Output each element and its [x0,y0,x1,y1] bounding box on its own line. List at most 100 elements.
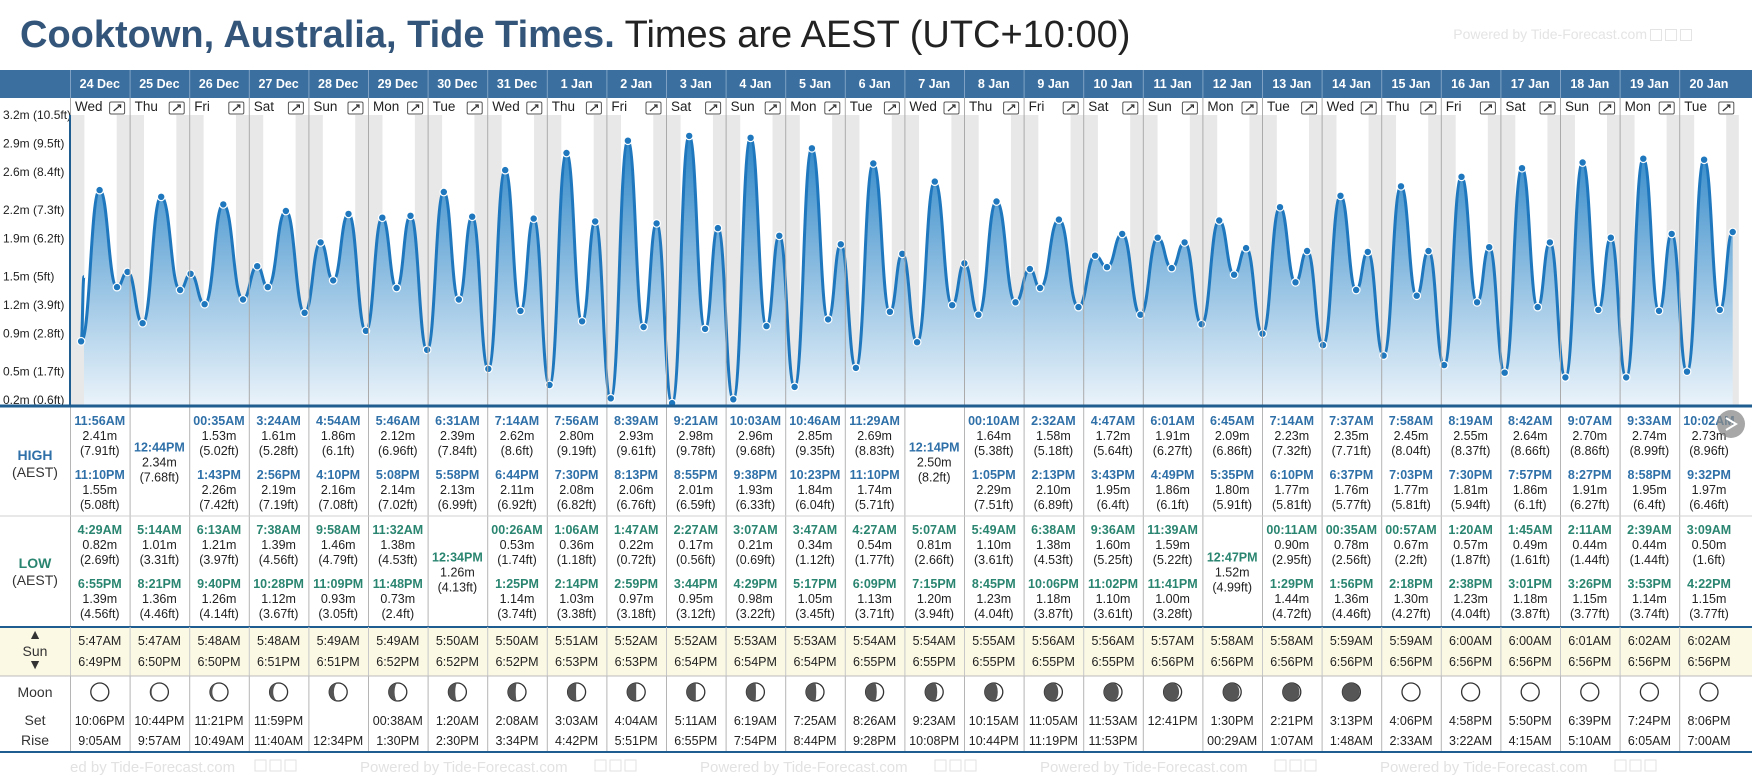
high-tide-height-ft: (5.18ft) [1034,444,1074,458]
expand-icon [1007,104,1016,112]
low-tide-time: 2:14PM [555,577,599,591]
sunset-time: 6:54PM [734,655,777,669]
night-band [1679,115,1695,405]
high-tide-point [623,136,633,146]
low-tide-height: 1.18m [1036,592,1071,606]
low-tide-time: 6:09PM [853,577,897,591]
moon-rise-time: 12:34PM [313,734,363,748]
low-tide-height: 0.97m [619,592,654,606]
weekday-label: Sat [254,99,275,114]
moon-phase-icon [1639,682,1660,702]
high-tide-height: 2.09m [1215,429,1250,443]
high-tide-point [590,217,600,226]
weekday-label: Thu [552,99,575,114]
high-tide-height: 2.11m [500,483,534,497]
high-tide-point [1117,229,1127,239]
high-tide-height: 1.64m [976,429,1011,443]
low-tide-height: 0.44m [1572,538,1607,552]
high-tide-height: 2.08m [559,483,594,497]
low-tide-time: 12:34PM [432,551,483,565]
high-tide-time: 6:37PM [1330,468,1374,482]
low-tide-point [606,393,616,403]
high-tide-point [1699,155,1709,165]
high-tide-time: 9:21AM [674,414,718,428]
scroll-handle-icon [1717,410,1745,438]
y-tick-label: 0.5m (1.7ft) [3,365,64,379]
high-tide-height: 2.70m [1572,429,1607,443]
high-tide-point [1363,247,1373,257]
powered-by-text: Powered by Tide-Forecast.com [1453,26,1647,42]
low-tide-height-ft: (3.38ft) [557,607,597,621]
low-tide-point [175,285,185,295]
high-tide-point [123,267,132,277]
watermark-icon [1629,759,1642,772]
sunrise-time: 5:56AM [1032,634,1075,648]
low-tide-height: 1.23m [976,592,1011,606]
weekday-label: Sun [313,99,337,114]
date-label: 1 Jan [561,77,593,91]
high-tide-height-ft: (6.33ft) [736,498,776,512]
low-tide-point [422,345,432,355]
watermark-icon [949,759,962,772]
low-tide-point [1439,360,1449,370]
low-tide-height-ft: (4.56ft) [259,553,299,567]
high-tide-point [562,148,571,158]
expand-icon [351,104,360,112]
sunset-time: 6:56PM [1330,655,1373,669]
high-tide-height-ft: (6.27ft) [1153,444,1193,458]
high-tide-height-ft: (6.04ft) [795,498,835,512]
high-tide-time: 5:58PM [436,468,480,482]
low-tide-point [1074,302,1083,312]
high-tide-time: 11:29AM [849,414,900,428]
high-tide-time: 00:35AM [193,414,244,428]
moon-phase-icon [329,683,339,701]
weekday-label: Wed [492,99,520,114]
low-tide-height: 1.36m [1334,592,1369,606]
low-tide-height: 0.93m [321,592,356,606]
weekday-label: Tue [1267,99,1290,114]
date-label: 6 Jan [859,77,891,91]
low-tide-point [1035,283,1045,293]
weekday-label: Sat [671,99,692,114]
date-label: 19 Jan [1630,77,1669,91]
moon-phase-icon [150,683,160,701]
low-tide-point [454,295,464,304]
moon-rise-time: 1:07AM [1270,734,1313,748]
moon-set-time: 5:11AM [675,714,717,728]
low-tide-time: 1:47AM [614,523,658,537]
high-tide-height-ft: (5.91ft) [1212,498,1252,512]
moon-set-time: 11:59PM [254,714,303,728]
high-tide-height: 1.77m [1394,483,1429,497]
low-tide-height: 1.05m [798,592,833,606]
weekday-label: Sun [731,99,755,114]
high-tide-time: 7:14AM [1270,414,1314,428]
low-tide-time: 11:32AM [372,523,423,537]
low-tide-time: 12:47PM [1207,551,1258,565]
high-tide-height-ft: (5.77ft) [1332,498,1372,512]
sunrise-time: 5:52AM [615,634,658,648]
high-tide-height: 1.86m [321,429,356,443]
moon-rise-time: 3:22AM [1449,734,1492,748]
sunset-time: 6:52PM [495,655,538,669]
low-tide-height: 0.90m [1274,538,1309,552]
high-tide-height-ft: (9.19ft) [557,444,597,458]
y-tick-label: 2.9m (9.5ft) [3,137,64,151]
high-tide-point [156,192,166,202]
low-tide-point [1167,263,1177,273]
low-tide-time: 11:39AM [1147,523,1198,537]
low-tide-height: 1.01m [142,538,177,552]
low-tide-time: 2:27AM [674,523,718,537]
date-label: 4 Jan [739,77,771,91]
expand-icon [113,104,122,112]
moon-set-time: 1:20AM [436,714,479,728]
low-tide-height: 1.26m [440,566,475,580]
high-tide-time: 9:38PM [734,468,778,482]
high-tide-time: 3:43PM [1091,468,1135,482]
y-tick-label: 0.9m (2.8ft) [3,327,64,341]
sunset-time: 6:56PM [1568,655,1611,669]
high-tide-point [868,159,878,168]
expand-icon [947,104,956,112]
high-tide-height-ft: (7.51ft) [974,498,1014,512]
moon-phase-icon [865,683,877,701]
low-tide-height: 1.23m [1453,592,1488,606]
